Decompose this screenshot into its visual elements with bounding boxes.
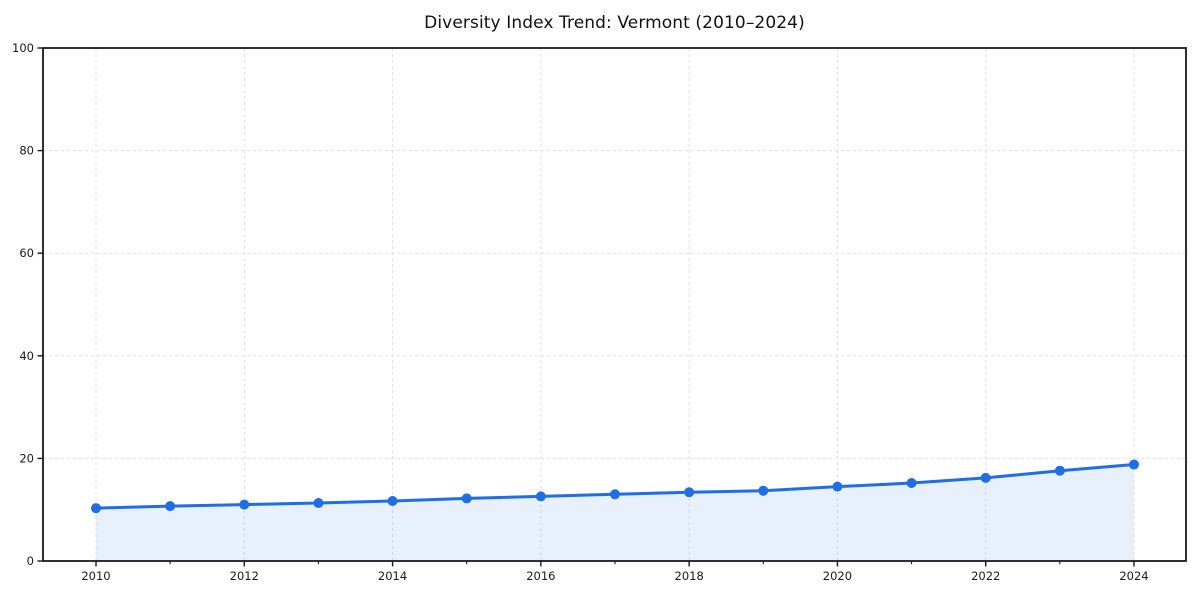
data-point bbox=[387, 495, 398, 506]
y-tick-label: 80 bbox=[19, 144, 34, 158]
data-point bbox=[906, 478, 917, 489]
data-point bbox=[1054, 465, 1065, 476]
data-point bbox=[461, 493, 472, 504]
data-point bbox=[535, 491, 546, 502]
data-point bbox=[610, 489, 620, 500]
data-point bbox=[91, 503, 101, 514]
y-tick-label: 60 bbox=[19, 246, 34, 260]
data-point bbox=[239, 499, 250, 510]
data-point bbox=[1129, 459, 1139, 470]
data-point bbox=[684, 487, 695, 498]
x-tick-label: 2018 bbox=[675, 569, 704, 583]
data-point bbox=[313, 498, 324, 509]
x-tick-label: 2010 bbox=[81, 569, 110, 583]
x-tick-label: 2024 bbox=[1119, 569, 1148, 583]
chart-title: Diversity Index Trend: Vermont (2010–202… bbox=[424, 13, 805, 33]
x-tick-label: 2022 bbox=[971, 569, 1000, 583]
y-tick-label: 100 bbox=[12, 41, 34, 55]
data-point bbox=[832, 481, 843, 492]
data-point bbox=[980, 472, 991, 483]
x-tick-label: 2014 bbox=[378, 569, 407, 583]
data-point bbox=[758, 485, 769, 496]
y-tick-label: 0 bbox=[27, 554, 34, 568]
data-point bbox=[165, 501, 176, 512]
x-tick-label: 2012 bbox=[230, 569, 259, 583]
x-tick-label: 2020 bbox=[823, 569, 852, 583]
x-tick-label: 2016 bbox=[526, 569, 555, 583]
y-tick-label: 40 bbox=[19, 349, 34, 363]
y-tick-label: 20 bbox=[19, 451, 34, 465]
area-fill bbox=[96, 464, 1134, 561]
